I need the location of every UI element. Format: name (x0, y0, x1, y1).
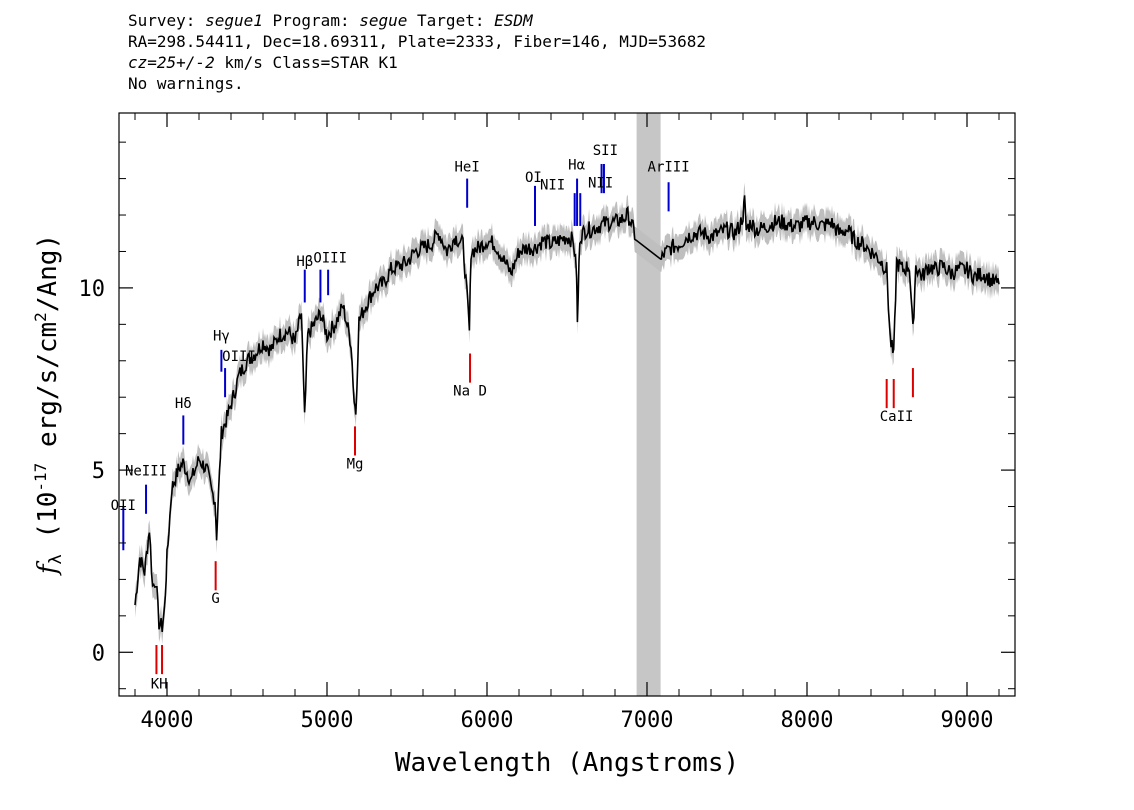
plot-frame (118, 112, 1016, 697)
target-label: Target: (417, 11, 485, 30)
line-label: ArIII (648, 159, 690, 175)
x-tick-label: 8000 (781, 708, 834, 733)
line-label: Na D (453, 383, 487, 399)
y-tick-labels: 0 5 10 (79, 277, 106, 666)
line-markers-layer (122, 164, 914, 675)
line-label: OIII (222, 349, 256, 365)
x-tick-labels: 4000 5000 6000 7000 8000 9000 (141, 708, 994, 733)
x-tick-label: 9000 (941, 708, 994, 733)
x-tick-label: 4000 (141, 708, 194, 733)
program-value: segue (359, 11, 408, 30)
x-tick-label: 5000 (301, 708, 354, 733)
line-label: NeIII (125, 464, 167, 480)
program-label: Program: (272, 11, 350, 30)
line-label: HeI (455, 159, 480, 175)
line-label: KH (151, 677, 168, 693)
header-line-survey: Survey: segue1 Program: segue Target: ES… (128, 10, 706, 31)
line-label: Hβ (296, 254, 313, 270)
masked-region (636, 113, 661, 696)
line-label: Hα (568, 157, 585, 173)
header-line-coords: RA=298.54411, Dec=18.69311, Plate=2333, … (128, 32, 706, 51)
class-value: Class=STAR K1 (272, 53, 398, 72)
spectrum-header: Survey: segue1 Program: segue Target: ES… (128, 10, 706, 94)
axis-ticks-layer (119, 113, 1015, 696)
redshift-unit: km/s (224, 53, 263, 72)
line-label: SII (593, 143, 618, 159)
survey-label: Survey: (128, 11, 196, 30)
x-tick-label: 7000 (621, 708, 674, 733)
redshift-value: cz=25+/-2 (128, 53, 215, 72)
spectrum-line (134, 195, 1000, 632)
target-value: ESDM (494, 11, 533, 30)
x-tick-label: 6000 (461, 708, 514, 733)
line-label: OI (525, 170, 542, 186)
spectrum-layer (134, 195, 1000, 632)
line-label: Mg (347, 456, 364, 472)
line-label: G (211, 591, 219, 607)
line-label: OIII (313, 250, 347, 266)
y-tick-label: 0 (92, 641, 105, 666)
line-label: Hγ (213, 329, 230, 345)
header-line-class: cz=25+/-2 km/s Class=STAR K1 (128, 52, 706, 73)
y-tick-label: 5 (92, 459, 105, 484)
line-label: NII (540, 178, 565, 194)
masked-region-layer (636, 113, 661, 696)
y-axis-label: fλ (10-17 erg/s/cm2/Ang) (31, 234, 66, 576)
header-line-warnings: No warnings. (128, 74, 244, 93)
line-label: Hδ (175, 396, 192, 412)
line-label: CaII (880, 409, 914, 425)
line-label: NII (588, 176, 613, 192)
survey-value: segue1 (205, 11, 263, 30)
y-tick-label: 10 (79, 277, 106, 302)
x-axis-label: Wavelength (Angstroms) (395, 748, 739, 778)
